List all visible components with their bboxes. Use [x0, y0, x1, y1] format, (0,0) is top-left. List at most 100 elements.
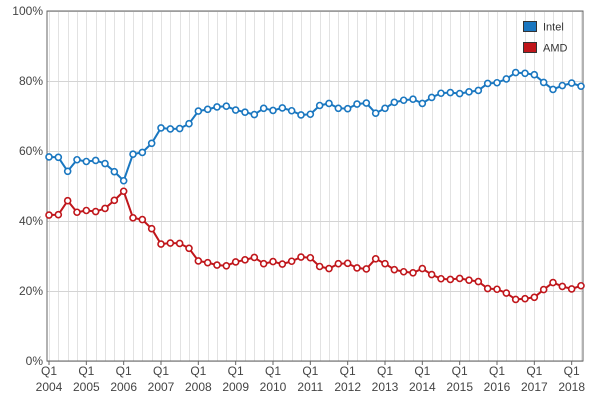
- data-point-intel[interactable]: [567, 79, 576, 87]
- data-point-intel[interactable]: [502, 75, 511, 83]
- data-point-intel[interactable]: [390, 98, 399, 107]
- data-point-amd[interactable]: [381, 259, 389, 268]
- data-point-amd[interactable]: [119, 187, 128, 196]
- legend-item-intel[interactable]: Intel: [523, 21, 564, 34]
- data-point-intel[interactable]: [315, 101, 324, 110]
- data-point-amd[interactable]: [129, 214, 137, 222]
- data-point-amd[interactable]: [147, 224, 156, 233]
- data-point-intel[interactable]: [54, 153, 63, 162]
- data-point-amd[interactable]: [446, 275, 455, 284]
- data-point-amd[interactable]: [101, 204, 109, 213]
- data-point-intel[interactable]: [418, 99, 427, 108]
- data-point-amd[interactable]: [521, 294, 529, 303]
- data-point-intel[interactable]: [409, 95, 417, 103]
- data-point-intel[interactable]: [222, 102, 231, 110]
- data-point-intel[interactable]: [110, 167, 119, 176]
- data-point-amd[interactable]: [437, 274, 445, 283]
- data-point-amd[interactable]: [409, 268, 417, 277]
- data-point-intel[interactable]: [147, 139, 156, 148]
- data-point-intel[interactable]: [437, 89, 445, 98]
- data-point-amd[interactable]: [483, 284, 492, 293]
- data-point-intel[interactable]: [63, 167, 72, 176]
- legend-item-amd[interactable]: AMD: [523, 42, 568, 55]
- data-point-intel[interactable]: [231, 106, 240, 114]
- data-point-amd[interactable]: [203, 258, 212, 267]
- data-point-amd[interactable]: [558, 282, 567, 291]
- data-point-amd[interactable]: [194, 257, 203, 265]
- data-point-amd[interactable]: [241, 256, 249, 264]
- data-point-amd[interactable]: [567, 285, 576, 293]
- data-point-amd[interactable]: [278, 260, 287, 268]
- data-point-amd[interactable]: [175, 239, 184, 248]
- data-point-amd[interactable]: [362, 265, 371, 273]
- data-point-amd[interactable]: [91, 207, 100, 216]
- data-point-intel[interactable]: [371, 109, 380, 117]
- data-point-intel[interactable]: [138, 148, 147, 157]
- data-point-intel[interactable]: [493, 78, 501, 87]
- data-point-amd[interactable]: [231, 258, 240, 266]
- data-point-intel[interactable]: [101, 159, 109, 168]
- data-point-intel[interactable]: [175, 124, 184, 133]
- data-point-amd[interactable]: [287, 257, 296, 266]
- data-point-intel[interactable]: [483, 79, 492, 88]
- data-point-amd[interactable]: [213, 261, 221, 269]
- data-point-intel[interactable]: [577, 82, 585, 91]
- data-point-amd[interactable]: [269, 257, 277, 266]
- data-point-intel[interactable]: [530, 70, 539, 79]
- data-point-amd[interactable]: [343, 259, 352, 268]
- data-point-intel[interactable]: [558, 81, 567, 90]
- data-point-intel[interactable]: [465, 88, 473, 96]
- data-point-intel[interactable]: [129, 150, 137, 158]
- data-point-amd[interactable]: [371, 254, 380, 263]
- data-point-intel[interactable]: [213, 103, 221, 111]
- data-point-amd[interactable]: [110, 196, 119, 205]
- legend[interactable]: Intel AMD: [523, 21, 568, 55]
- data-point-intel[interactable]: [325, 99, 333, 108]
- data-point-intel[interactable]: [306, 110, 315, 119]
- data-point-intel[interactable]: [278, 104, 287, 112]
- data-point-amd[interactable]: [399, 267, 408, 276]
- data-point-intel[interactable]: [343, 104, 352, 113]
- data-point-amd[interactable]: [390, 265, 399, 274]
- data-point-intel[interactable]: [297, 111, 305, 119]
- data-point-amd[interactable]: [334, 259, 343, 268]
- data-point-amd[interactable]: [325, 264, 333, 273]
- data-point-amd[interactable]: [82, 206, 91, 215]
- data-point-intel[interactable]: [521, 69, 529, 78]
- data-point-intel[interactable]: [287, 106, 296, 115]
- data-point-amd[interactable]: [530, 293, 539, 302]
- data-point-amd[interactable]: [54, 210, 63, 219]
- data-point-intel[interactable]: [259, 104, 268, 113]
- data-point-intel[interactable]: [203, 105, 212, 114]
- data-point-amd[interactable]: [306, 253, 315, 262]
- data-point-intel[interactable]: [45, 153, 53, 161]
- data-point-intel[interactable]: [82, 157, 91, 166]
- data-point-intel[interactable]: [185, 119, 193, 128]
- data-point-intel[interactable]: [362, 99, 371, 107]
- data-point-intel[interactable]: [119, 176, 128, 185]
- data-point-amd[interactable]: [427, 270, 436, 279]
- data-point-intel[interactable]: [511, 68, 520, 77]
- data-point-intel[interactable]: [73, 155, 81, 164]
- data-point-intel[interactable]: [455, 89, 464, 98]
- data-point-amd[interactable]: [222, 261, 231, 270]
- data-point-amd[interactable]: [259, 259, 268, 268]
- data-point-intel[interactable]: [399, 96, 408, 105]
- data-point-amd[interactable]: [185, 244, 193, 253]
- data-point-amd[interactable]: [45, 211, 53, 219]
- data-point-amd[interactable]: [353, 264, 361, 272]
- data-point-amd[interactable]: [166, 239, 175, 247]
- data-point-amd[interactable]: [502, 289, 511, 297]
- data-point-intel[interactable]: [166, 125, 175, 133]
- data-point-amd[interactable]: [474, 277, 483, 286]
- data-point-intel[interactable]: [250, 110, 259, 119]
- data-point-intel[interactable]: [539, 78, 548, 87]
- data-point-amd[interactable]: [455, 274, 464, 283]
- data-point-amd[interactable]: [138, 215, 147, 224]
- data-point-intel[interactable]: [446, 88, 455, 97]
- data-point-intel[interactable]: [194, 107, 203, 115]
- data-point-amd[interactable]: [539, 285, 548, 294]
- data-point-intel[interactable]: [269, 106, 277, 115]
- data-point-intel[interactable]: [427, 93, 436, 102]
- data-point-intel[interactable]: [353, 100, 361, 108]
